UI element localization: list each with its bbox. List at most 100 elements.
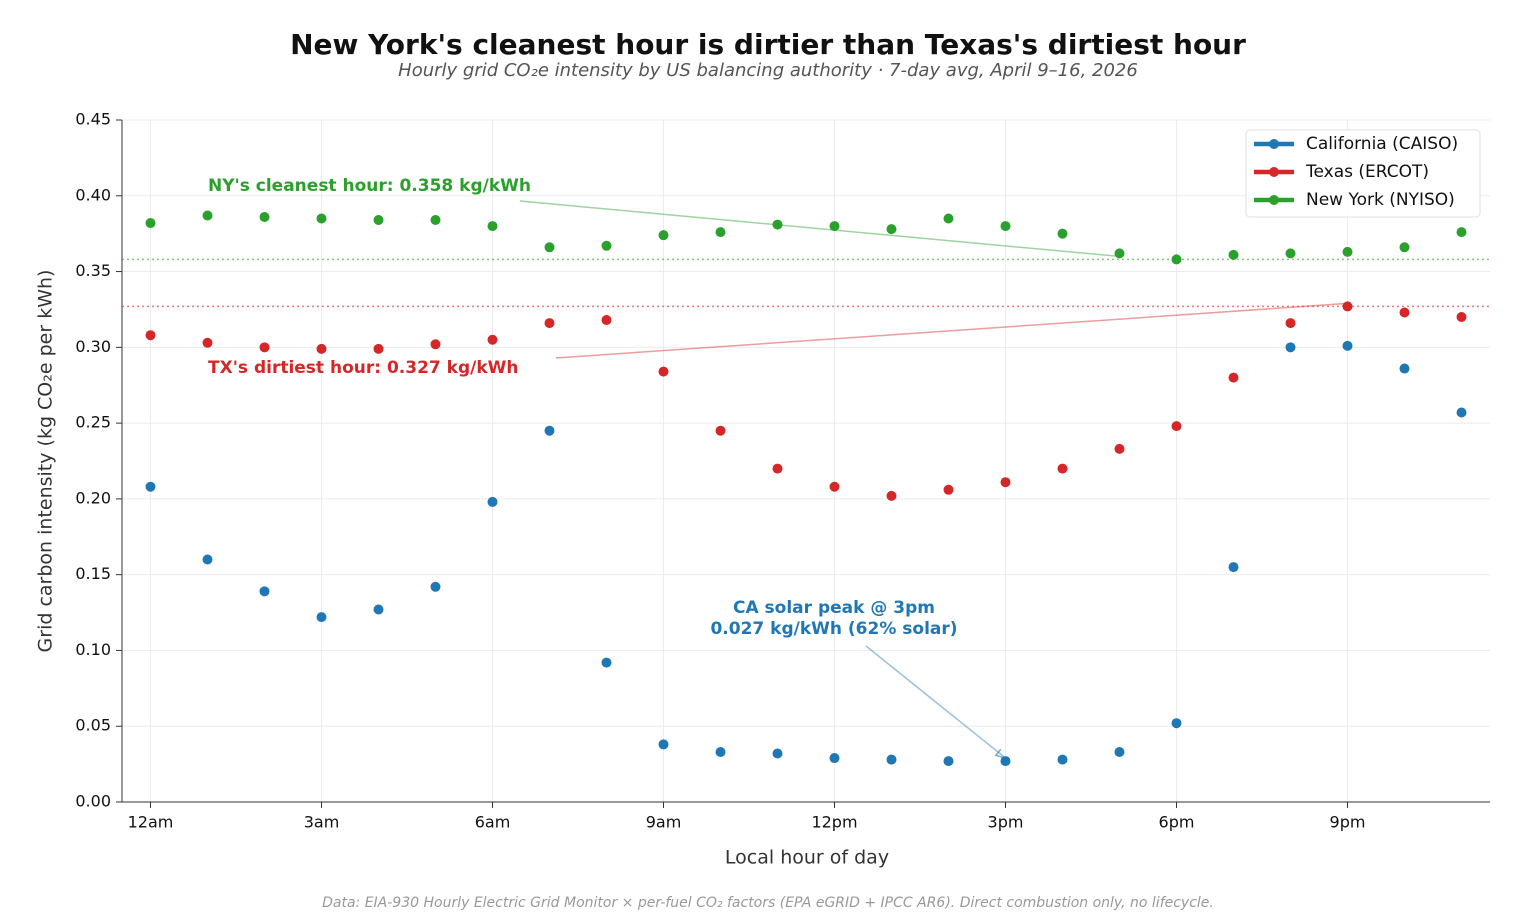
legend-marker — [1269, 167, 1279, 177]
data-point — [1171, 421, 1182, 432]
y-tick-label: 0.40 — [75, 185, 111, 204]
data-point — [1399, 307, 1410, 318]
data-point — [601, 240, 612, 251]
y-tick-label: 0.25 — [75, 413, 111, 432]
legend-marker — [1269, 139, 1279, 149]
data-point — [1285, 248, 1296, 259]
chart-title: New York's cleanest hour is dirtier than… — [290, 28, 1246, 61]
legend-label: Texas (ERCOT) — [1305, 162, 1429, 182]
data-point — [202, 210, 213, 221]
data-point — [715, 227, 726, 238]
data-point — [1000, 221, 1011, 232]
data-point — [658, 739, 669, 750]
x-tick-label: 6pm — [1159, 813, 1195, 832]
y-tick-label: 0.00 — [75, 792, 111, 811]
legend-label: California (CAISO) — [1306, 134, 1458, 154]
y-tick-label: 0.05 — [75, 716, 111, 735]
data-point — [943, 213, 954, 224]
legend-label: New York (NYISO) — [1306, 190, 1455, 210]
data-point — [1057, 228, 1068, 239]
data-point — [316, 343, 327, 354]
data-point — [430, 215, 441, 226]
data-point — [1342, 246, 1353, 257]
data-point — [430, 581, 441, 592]
data-point — [145, 330, 156, 341]
data-point — [259, 586, 270, 597]
data-point — [715, 425, 726, 436]
y-tick-label: 0.20 — [75, 488, 111, 507]
data-point — [1456, 407, 1467, 418]
annotation-arrowhead — [994, 748, 1006, 759]
y-axis-label: Grid carbon intensity (kg CO₂e per kWh) — [35, 270, 57, 653]
data-point — [658, 366, 669, 377]
data-point — [487, 221, 498, 232]
data-point — [829, 753, 840, 764]
data-point — [259, 211, 270, 222]
data-point — [1285, 318, 1296, 329]
x-tick-label: 3pm — [988, 813, 1024, 832]
data-point — [487, 496, 498, 507]
data-point — [145, 481, 156, 492]
data-point — [658, 230, 669, 241]
y-tick-label: 0.30 — [75, 337, 111, 356]
data-point — [1114, 746, 1125, 757]
data-point — [1171, 254, 1182, 265]
data-point — [145, 218, 156, 229]
data-point — [1342, 340, 1353, 351]
data-point — [943, 756, 954, 767]
x-tick-label: 9pm — [1330, 813, 1366, 832]
legend-box — [1245, 129, 1481, 218]
data-point — [772, 219, 783, 230]
y-tick-label: 0.10 — [75, 640, 111, 659]
data-point — [316, 213, 327, 224]
data-point — [1114, 248, 1125, 259]
data-point — [772, 748, 783, 759]
data-point — [772, 463, 783, 474]
y-tick-label: 0.35 — [75, 261, 111, 280]
legend-marker — [1269, 195, 1279, 205]
annotation-arrow — [519, 200, 1120, 258]
data-point — [316, 612, 327, 623]
x-tick-label: 12pm — [811, 813, 857, 832]
data-point — [829, 221, 840, 232]
data-point — [1228, 562, 1239, 573]
data-point — [1000, 756, 1011, 767]
data-point — [1228, 372, 1239, 383]
data-point — [1228, 249, 1239, 260]
data-point — [1171, 718, 1182, 729]
data-point — [202, 337, 213, 348]
data-point — [1285, 342, 1296, 353]
data-point — [202, 554, 213, 565]
annotation-text: NY's cleanest hour: 0.358 kg/kWh — [208, 176, 531, 196]
data-point — [886, 490, 897, 501]
x-tick-label: 12am — [128, 813, 174, 832]
footnote: Data: EIA-930 Hourly Electric Grid Monit… — [322, 895, 1214, 911]
annotation-arrow — [555, 302, 1348, 359]
data-point — [1456, 312, 1467, 323]
data-point — [1057, 463, 1068, 474]
data-point — [829, 481, 840, 492]
data-point — [715, 746, 726, 757]
data-point — [1456, 227, 1467, 238]
data-point — [373, 215, 384, 226]
data-point — [544, 242, 555, 253]
chart-subtitle: Hourly grid CO₂e intensity by US balanci… — [398, 60, 1138, 81]
data-point — [886, 224, 897, 235]
x-tick-label: 9am — [646, 813, 682, 832]
data-point — [601, 315, 612, 326]
x-tick-label: 3am — [304, 813, 340, 832]
data-point — [601, 657, 612, 668]
annotation-text: TX's dirtiest hour: 0.327 kg/kWh — [208, 358, 519, 378]
data-point — [487, 334, 498, 345]
annotation-text: CA solar peak @ 3pm — [733, 598, 935, 618]
data-point — [544, 318, 555, 329]
y-tick-label: 0.15 — [75, 564, 111, 583]
data-point — [943, 484, 954, 495]
y-tick-label: 0.45 — [75, 110, 111, 129]
data-point — [373, 343, 384, 354]
data-point — [544, 425, 555, 436]
data-point — [259, 342, 270, 353]
data-point — [430, 339, 441, 350]
data-point — [886, 754, 897, 765]
